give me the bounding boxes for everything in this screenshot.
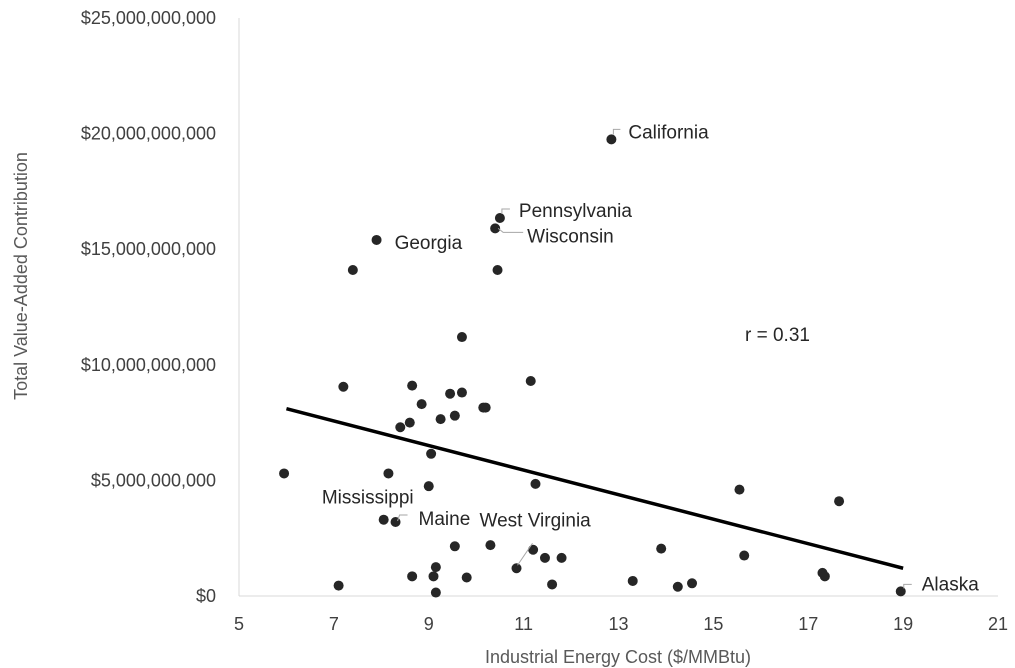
x-tick-label: 11: [514, 614, 533, 634]
data-point: [627, 575, 638, 586]
data-label-california: California: [628, 122, 709, 143]
y-tick-label: $15,000,000,000: [81, 239, 216, 259]
trendline: [285, 407, 904, 570]
data-point: [456, 332, 467, 343]
y-tick-label: $5,000,000,000: [91, 470, 216, 490]
label-leader-line: [612, 128, 621, 135]
data-point: [490, 223, 501, 234]
x-tick-label: 17: [798, 614, 818, 634]
x-tick-label: 5: [234, 614, 244, 634]
data-point: [426, 448, 437, 459]
data-point: [456, 387, 467, 398]
data-point: [430, 562, 441, 573]
data-label-mississippi: Mississippi: [322, 488, 414, 509]
data-point: [530, 478, 541, 489]
data-point: [423, 481, 434, 492]
x-tick-labels: 5 7 9 11 13 15 17 19 21: [234, 614, 1008, 634]
data-point: [338, 381, 349, 392]
data-point: [556, 552, 567, 563]
data-point: [428, 571, 439, 582]
y-tick-label: $10,000,000,000: [81, 355, 216, 375]
data-point: [485, 540, 496, 551]
y-tick-label: $20,000,000,000: [81, 124, 216, 144]
data-point: [539, 552, 550, 563]
data-point: [449, 541, 460, 552]
data-label-maine: Maine: [419, 509, 471, 530]
correlation-annotation: r = 0.31: [745, 325, 810, 346]
data-point: [395, 422, 406, 433]
data-point: [819, 571, 830, 582]
data-point: [511, 563, 522, 574]
label-leader-line: [903, 583, 912, 589]
data-point: [525, 375, 536, 386]
data-point: [480, 402, 491, 413]
data-point: [461, 572, 472, 583]
label-leader-line: [517, 542, 533, 566]
data-point: [547, 579, 558, 590]
data-label-alaska: Alaska: [922, 574, 979, 595]
data-point: [494, 212, 505, 223]
data-point: [492, 265, 503, 276]
data-label-pennsylvania: Pennsylvania: [519, 201, 632, 222]
data-point: [672, 581, 683, 592]
data-point: [435, 414, 446, 425]
data-point: [347, 265, 358, 276]
data-point: [895, 586, 906, 597]
label-leader-line: [397, 514, 408, 522]
data-point: [407, 571, 418, 582]
data-label-west-virginia: West Virginia: [480, 510, 592, 531]
data-point: [383, 468, 394, 479]
data-point: [449, 410, 460, 421]
y-tick-label: $25,000,000,000: [81, 8, 216, 28]
label-leader-line: [497, 228, 524, 233]
point-labels: California Pennsylvania Wisconsin Georgia Mi…: [322, 122, 979, 595]
x-tick-label: 21: [988, 614, 1008, 634]
data-point: [739, 550, 750, 561]
data-point: [378, 514, 389, 525]
data-label-wisconsin: Wisconsin: [527, 226, 614, 247]
y-tick-labels: $0 $5,000,000,000 $10,000,000,000 $15,000,0…: [81, 8, 216, 606]
x-tick-label: 7: [329, 614, 339, 634]
x-tick-label: 19: [893, 614, 913, 634]
data-label-georgia: Georgia: [395, 233, 463, 254]
data-point: [371, 234, 382, 245]
x-axis-title: Industrial Energy Cost ($/MMBtu): [485, 647, 751, 667]
data-point: [528, 544, 539, 555]
x-tick-label: 15: [703, 614, 723, 634]
data-point: [834, 496, 845, 507]
data-point: [416, 399, 427, 410]
data-point: [656, 543, 667, 554]
data-point: [333, 580, 344, 591]
data-point: [606, 134, 617, 145]
x-tick-label: 9: [424, 614, 434, 634]
data-point: [279, 468, 290, 479]
data-point: [390, 517, 401, 528]
x-tick-label: 13: [608, 614, 628, 634]
data-point: [734, 484, 745, 495]
label-leader-line: [501, 208, 510, 214]
y-axis-title: Total Value-Added Contribution: [11, 152, 31, 400]
data-points: [279, 134, 906, 598]
data-point: [687, 578, 698, 589]
data-point: [407, 380, 418, 391]
y-tick-label: $0: [196, 586, 216, 606]
data-point: [404, 417, 415, 428]
data-point: [430, 587, 441, 598]
data-point: [445, 388, 456, 399]
